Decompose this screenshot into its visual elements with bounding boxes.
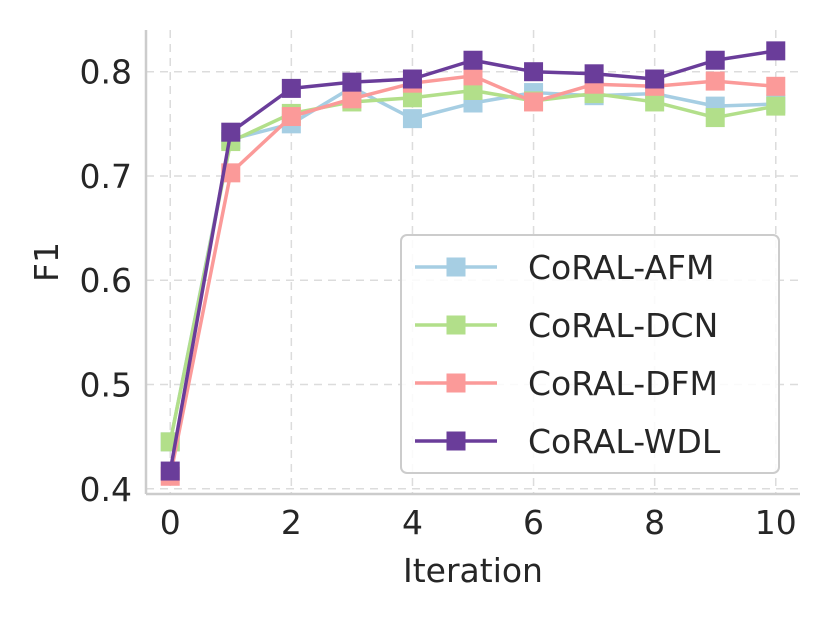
legend-marker	[446, 431, 466, 451]
legend-marker	[446, 315, 466, 335]
y-tick-label: 0.5	[80, 366, 132, 405]
y-tick-label: 0.6	[80, 261, 132, 300]
data-point	[402, 109, 422, 129]
legend-marker	[446, 373, 466, 393]
legend-label: CoRAL-AFM	[528, 248, 714, 287]
legend-label: CoRAL-DCN	[528, 306, 718, 345]
data-point	[402, 88, 422, 108]
y-tick-label: 0.8	[80, 53, 132, 92]
x-tick-label: 2	[281, 503, 302, 542]
x-tick-label: 10	[755, 503, 797, 542]
data-point	[645, 92, 665, 112]
data-point	[281, 78, 301, 98]
data-point	[342, 89, 362, 109]
x-tick-labels: 0 2 4 6 8 10	[160, 503, 797, 542]
legend-label: CoRAL-WDL	[528, 422, 721, 461]
data-point	[221, 122, 241, 142]
data-point	[342, 72, 362, 92]
data-point	[524, 62, 544, 82]
x-tick-label: 4	[402, 503, 423, 542]
data-point	[766, 41, 786, 61]
y-tick-labels: 0.4 0.5 0.6 0.7 0.8	[80, 53, 132, 509]
data-point	[766, 96, 786, 116]
series-layer	[160, 41, 786, 486]
data-point	[705, 108, 725, 128]
data-point	[402, 69, 422, 89]
data-point	[524, 92, 544, 112]
x-tick-label: 8	[644, 503, 665, 542]
data-point	[160, 461, 180, 481]
legend: CoRAL-AFM CoRAL-DCN CoRAL-DFM CoRAL-WDL	[400, 234, 780, 474]
x-axis-label: Iteration	[403, 551, 543, 590]
series-coral-wdl	[160, 41, 786, 481]
data-point	[584, 64, 604, 84]
series-coral-dfm	[160, 66, 786, 486]
data-point	[705, 71, 725, 91]
data-point	[281, 107, 301, 127]
y-tick-label: 0.7	[80, 157, 132, 196]
data-point	[766, 76, 786, 96]
legend-marker	[446, 257, 466, 277]
data-point	[645, 69, 665, 89]
x-tick-label: 6	[523, 503, 544, 542]
data-point	[463, 50, 483, 70]
legend-frame	[400, 234, 780, 474]
data-point	[463, 80, 483, 100]
legend-label: CoRAL-DFM	[528, 364, 718, 403]
y-axis-label: F1	[27, 242, 66, 282]
x-tick-label: 0	[160, 503, 181, 542]
data-point	[705, 50, 725, 70]
data-point	[463, 66, 483, 86]
y-tick-label: 0.4	[80, 470, 132, 509]
